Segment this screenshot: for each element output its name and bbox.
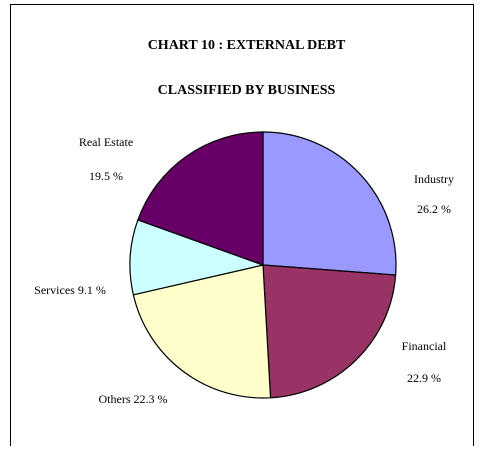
pie-slice-real-estate xyxy=(137,131,264,266)
chart-title: CHART 10 : EXTERNAL DEBT xyxy=(147,38,346,53)
pie-slice-others xyxy=(132,264,272,399)
pie-slice-industry xyxy=(262,131,397,276)
slice-label-industry: Industry xyxy=(414,172,454,186)
slice-label-services: Services 9.1 % xyxy=(34,283,106,297)
slice-value-real-estate: 19.5 % xyxy=(89,169,123,183)
chart-subtitle: CLASSIFIED BY BUSINESS xyxy=(157,83,336,98)
slice-label-real-estate: Real Estate xyxy=(79,135,133,149)
slice-label-financial: Financial xyxy=(402,339,447,353)
slice-label-others: Others 22.3 % xyxy=(99,392,168,406)
pie-slice-financial xyxy=(262,264,397,399)
slice-value-financial: 22.9 % xyxy=(407,371,441,385)
slice-value-industry: 26.2 % xyxy=(417,202,451,216)
